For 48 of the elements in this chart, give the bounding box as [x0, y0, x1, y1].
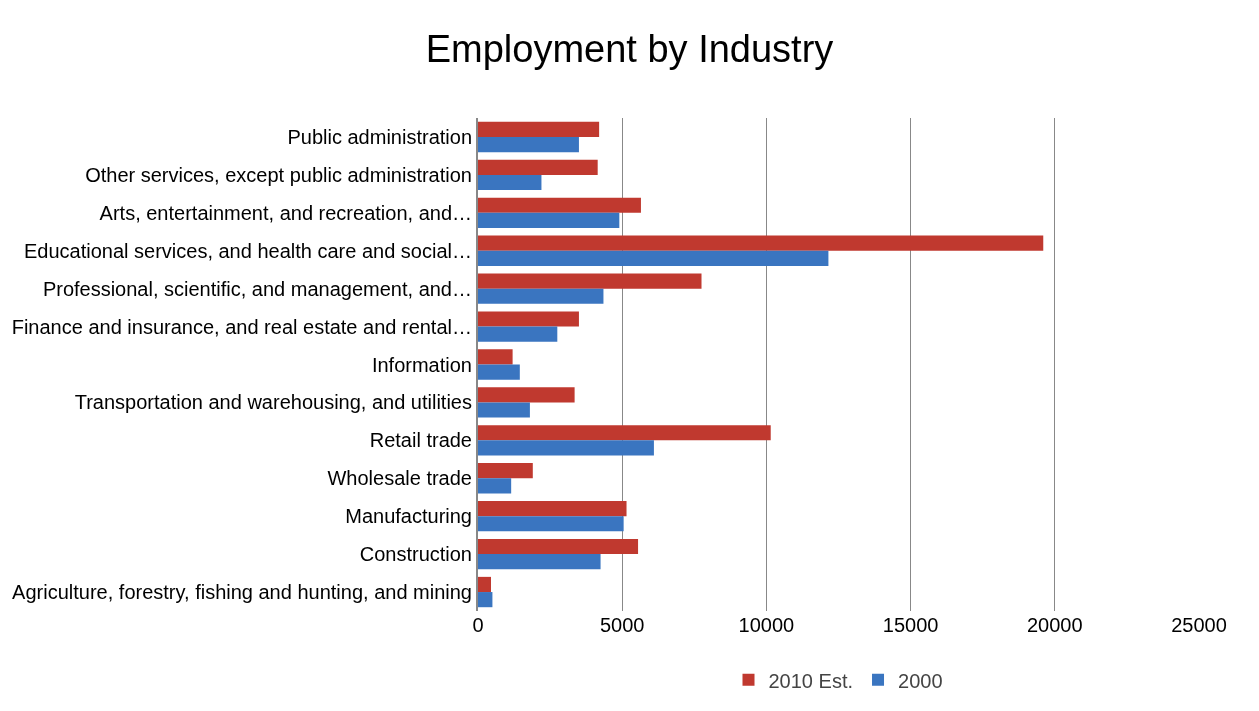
x-tick-label: 25000: [1171, 614, 1227, 636]
bar: [478, 402, 530, 418]
y-tick-label: Wholesale trade: [327, 467, 472, 490]
y-tick-label: Arts, entertainment, and recreation, and…: [99, 201, 472, 224]
legend-label: 2010 Est.: [768, 669, 854, 692]
bar: [478, 235, 1044, 251]
bar: [478, 136, 579, 153]
bar: [478, 592, 493, 608]
bar: [478, 174, 542, 191]
y-tick-label: Information: [371, 353, 472, 376]
x-tick-label: 20000: [1026, 614, 1083, 636]
y-tick-label: Transportation and warehousing, and utilities: [74, 391, 472, 414]
y-tick-label: Retail trade: [369, 429, 472, 452]
bar: [478, 197, 641, 213]
bar: [478, 425, 771, 441]
y-tick-label: Manufacturing: [345, 505, 472, 528]
bar: [478, 311, 579, 327]
bar: [478, 273, 702, 289]
y-tick-label: Construction: [359, 543, 472, 566]
bar: [478, 326, 558, 342]
y-tick-label: Professional, scientific, and management, and…: [42, 277, 472, 300]
x-tick-label: 10000: [738, 614, 795, 636]
y-tick-label: Public administration: [287, 125, 472, 148]
y-tick-label: Other services, except public administration: [85, 163, 472, 186]
bar: [478, 554, 601, 570]
y-tick-label: Educational services, and health care and social…: [23, 239, 472, 262]
bar: [478, 538, 639, 555]
x-tick-label: 15000: [882, 614, 939, 636]
x-tick-label: 0: [472, 614, 484, 636]
bar: [478, 516, 624, 532]
bar: [478, 349, 513, 365]
bar: [478, 501, 627, 517]
bar: [478, 463, 533, 479]
bar: [478, 288, 604, 304]
bar: [478, 364, 520, 380]
bar: [478, 478, 512, 494]
bar: [478, 440, 654, 456]
x-tick-label: 5000: [599, 614, 645, 636]
bar: [478, 121, 600, 137]
bar: [478, 212, 620, 228]
legend-label: 2000: [898, 669, 943, 692]
bar: [478, 387, 575, 403]
y-tick-label: Finance and insurance, and real estate and rental…: [11, 315, 472, 338]
bar: [478, 159, 598, 175]
bar: [478, 250, 829, 266]
bar: [478, 576, 491, 593]
chart-title: Employment by Industry: [425, 28, 834, 71]
y-tick-label: Agriculture, forestry, fishing and hunting, and mining: [12, 581, 472, 604]
